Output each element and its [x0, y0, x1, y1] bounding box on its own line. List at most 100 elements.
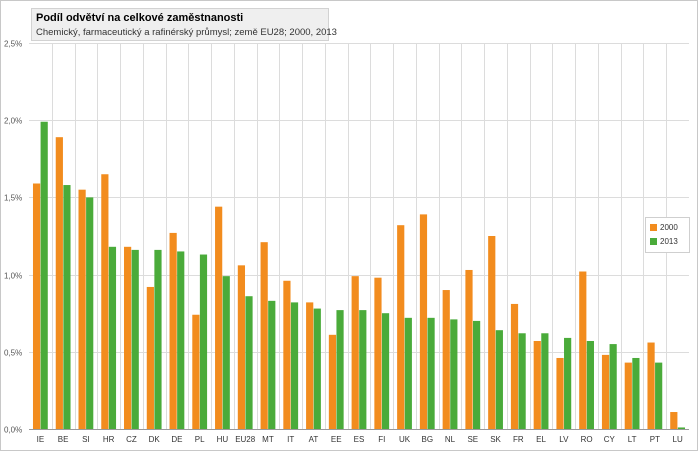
chart-legend: 2000 2013 [645, 217, 690, 253]
chart-title-box: Podíl odvětví na celkové zaměstnanosti C… [31, 8, 337, 41]
bar-2000-RO [579, 271, 587, 429]
bar-2013-ES [359, 310, 367, 429]
x-tick-label: DE [171, 435, 182, 444]
y-tick-label: 2,5% [4, 40, 22, 49]
bar-2013-LV [564, 337, 572, 429]
x-tick-label: NL [445, 435, 456, 444]
bar-2000-EU28 [237, 265, 246, 429]
bar-2000-EL [533, 340, 541, 429]
bar-2000-HR [101, 174, 109, 429]
bar-2000-LU [670, 412, 678, 429]
x-tick-label: PT [650, 435, 660, 444]
bar-2000-AT [306, 302, 314, 429]
bar-2013-HR [108, 246, 117, 429]
bar-2000-MT [260, 242, 268, 429]
bar-2013-SE [472, 320, 481, 429]
bar-2000-ES [351, 276, 359, 429]
bar-2013-PL [199, 254, 208, 429]
legend-swatch-2000 [650, 224, 657, 231]
bar-2000-CY [601, 354, 610, 429]
bar-2013-CY [609, 344, 617, 429]
bar-2000-EE [328, 334, 337, 429]
bar-2000-PL [192, 314, 200, 429]
legend-item-2000: 2000 [650, 223, 678, 232]
bar-2013-CZ [131, 249, 139, 429]
y-tick-label: 0,0% [4, 426, 22, 435]
y-tick-label: 1,5% [4, 194, 22, 203]
bar-2000-SK [488, 236, 496, 429]
bar-2013-PT [655, 362, 663, 429]
bar-2000-LT [624, 362, 632, 429]
x-tick-label: CY [604, 435, 616, 444]
x-tick-label: LT [628, 435, 637, 444]
grid-lines [29, 43, 689, 429]
bar-2013-DE [177, 251, 185, 429]
x-tick-label: AT [309, 435, 319, 444]
bar-2013-HU [222, 276, 230, 429]
y-tick-label: 1,0% [4, 272, 22, 281]
x-tick-label: LU [673, 435, 683, 444]
x-tick-label: FI [378, 435, 385, 444]
x-tick-label: IT [287, 435, 294, 444]
bar-2013-EE [336, 310, 344, 429]
bar-2000-FI [374, 277, 382, 429]
bar-2000-CZ [124, 246, 132, 429]
bar-2000-BE [55, 137, 63, 429]
x-tick-label: FR [513, 435, 524, 444]
y-tick-label: 0,5% [4, 349, 22, 358]
bar-2000-IT [283, 280, 291, 429]
bar-2013-EU28 [245, 296, 253, 429]
legend-item-2013: 2013 [650, 237, 678, 246]
bar-2013-EL [541, 333, 549, 429]
bar-2000-SI [78, 189, 86, 429]
x-tick-label: DK [149, 435, 161, 444]
x-tick-label: MT [262, 435, 274, 444]
bar-series [32, 121, 686, 429]
bar-2013-DK [154, 249, 162, 429]
x-tick-label: SK [490, 435, 501, 444]
x-tick-label: SE [467, 435, 478, 444]
y-axis-ticks: 0,0% 0,5% 1,0% 1,5% 2,0% 2,5% [4, 40, 22, 435]
bar-2000-BG [419, 214, 428, 429]
bar-2000-IE [32, 183, 41, 429]
x-tick-label: UK [399, 435, 411, 444]
x-tick-label: LV [559, 435, 569, 444]
legend-label-2000: 2000 [660, 223, 678, 232]
bar-2013-SI [86, 197, 94, 429]
x-tick-label: ES [354, 435, 365, 444]
bar-2013-BG [427, 317, 435, 429]
bar-2000-LV [556, 357, 564, 429]
x-tick-label: CZ [126, 435, 137, 444]
bar-2000-PT [647, 342, 655, 429]
bar-2000-FR [510, 303, 519, 429]
bar-2013-LU [677, 427, 686, 429]
bar-2000-DK [146, 286, 154, 429]
bar-2013-IT [290, 302, 299, 429]
x-tick-label: EU28 [235, 435, 256, 444]
bar-2013-RO [586, 340, 594, 429]
bar-2013-MT [268, 300, 276, 429]
bar-2013-LT [632, 357, 640, 429]
bar-2000-SE [465, 269, 473, 429]
bar-2013-FI [381, 313, 390, 429]
bar-2013-SK [495, 330, 503, 429]
bar-2000-NL [442, 290, 450, 429]
x-tick-label: BG [421, 435, 433, 444]
chart-title: Podíl odvětví na celkové zaměstnanosti [36, 12, 244, 24]
x-tick-label: RO [581, 435, 593, 444]
bar-2013-NL [450, 319, 458, 429]
x-tick-label: IE [37, 435, 45, 444]
bar-2013-BE [63, 185, 71, 429]
bar-2013-IE [40, 121, 48, 429]
x-axis-ticks: IE BE SI HR CZ DK DE PL HU EU28 MT IT AT EE ES FI UK BG NL… [37, 435, 683, 444]
x-tick-label: EE [331, 435, 342, 444]
bar-2000-DE [169, 232, 177, 429]
x-tick-label: EL [536, 435, 546, 444]
bar-2000-HU [215, 206, 223, 429]
bar-2013-UK [404, 317, 412, 429]
bar-2000-UK [397, 225, 405, 429]
legend-swatch-2013 [650, 238, 657, 245]
x-tick-label: BE [58, 435, 69, 444]
bar-2013-FR [518, 333, 526, 429]
